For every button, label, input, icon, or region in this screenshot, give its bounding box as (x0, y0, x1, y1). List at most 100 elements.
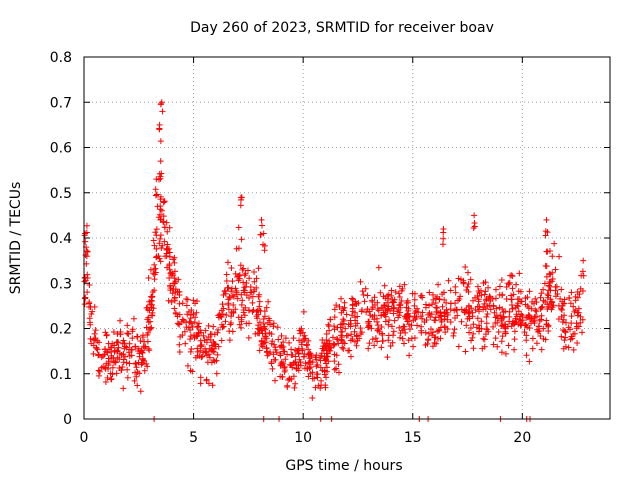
data-point (209, 345, 216, 352)
data-point (104, 374, 111, 381)
data-point (305, 337, 312, 344)
data-point (183, 296, 190, 303)
data-point (469, 313, 476, 320)
data-point (435, 327, 442, 334)
data-point (170, 280, 177, 287)
data-point (439, 291, 446, 298)
data-point (439, 241, 446, 248)
data-point (426, 309, 433, 316)
data-point (157, 258, 164, 265)
data-point (406, 326, 413, 333)
data-point (95, 372, 102, 379)
data-point (108, 344, 115, 351)
data-point (297, 327, 304, 334)
data-point (532, 313, 539, 320)
data-point (279, 374, 286, 381)
data-point (82, 274, 89, 281)
data-point (369, 336, 376, 343)
data-point (272, 356, 279, 363)
data-point (309, 395, 316, 402)
data-point (249, 299, 256, 306)
data-point (90, 336, 97, 343)
data-point (194, 331, 201, 338)
y-tick-label: 0.3 (50, 276, 72, 292)
data-point (480, 335, 487, 342)
data-point (313, 356, 320, 363)
data-point (394, 308, 401, 315)
data-point (441, 313, 448, 320)
data-point (237, 194, 244, 201)
data-point (372, 335, 379, 342)
data-point (140, 332, 147, 339)
data-point (362, 285, 369, 292)
data-point (561, 337, 568, 344)
data-point (266, 329, 273, 336)
data-point (278, 332, 285, 339)
data-point (228, 288, 235, 295)
data-point (214, 329, 221, 336)
data-point (558, 333, 565, 340)
data-point (242, 270, 249, 277)
data-point (427, 326, 434, 333)
data-point (573, 320, 580, 327)
data-point (258, 341, 265, 348)
data-point (526, 312, 533, 319)
data-point (338, 309, 345, 316)
data-point (83, 248, 90, 255)
data-point (260, 230, 267, 237)
data-point (515, 300, 522, 307)
data-point (555, 315, 562, 322)
data-point (521, 329, 528, 336)
data-point (529, 345, 536, 352)
data-point (369, 298, 376, 305)
data-point (445, 277, 452, 284)
data-point (351, 328, 358, 335)
data-point (235, 245, 242, 252)
data-point (543, 317, 550, 324)
data-point (137, 388, 144, 395)
data-point (538, 316, 545, 323)
data-point (425, 336, 432, 343)
data-point (353, 342, 360, 349)
data-point (266, 317, 273, 324)
data-point (545, 287, 552, 294)
data-point (385, 337, 392, 344)
data-point (401, 326, 408, 333)
data-point (400, 323, 407, 330)
data-point (146, 307, 153, 314)
data-point (286, 375, 293, 382)
data-point (184, 311, 191, 318)
data-point (157, 216, 164, 223)
data-point (577, 285, 584, 292)
data-point (153, 245, 160, 252)
data-point (91, 330, 98, 337)
data-point (518, 298, 525, 305)
data-point (109, 364, 116, 371)
data-point (548, 298, 555, 305)
y-tick-label: 0 (63, 412, 72, 428)
data-point (325, 323, 332, 330)
data-point (290, 360, 297, 367)
data-point (557, 295, 564, 302)
data-point (249, 293, 256, 300)
data-point (378, 323, 385, 330)
data-point (526, 316, 533, 323)
data-point (343, 332, 350, 339)
x-axis-label: GPS time / hours (285, 458, 402, 474)
data-point (171, 305, 178, 312)
data-point (251, 269, 258, 276)
data-point (282, 335, 289, 342)
data-point (241, 287, 248, 294)
data-point (499, 322, 506, 329)
data-point (211, 340, 218, 347)
data-point (552, 293, 559, 300)
data-point (132, 360, 139, 367)
data-point (528, 305, 535, 312)
data-point (113, 370, 120, 377)
data-point (487, 306, 494, 313)
data-point (503, 295, 510, 302)
data-point (164, 228, 171, 235)
data-point (286, 339, 293, 346)
data-point (463, 322, 470, 329)
data-point (450, 332, 457, 339)
